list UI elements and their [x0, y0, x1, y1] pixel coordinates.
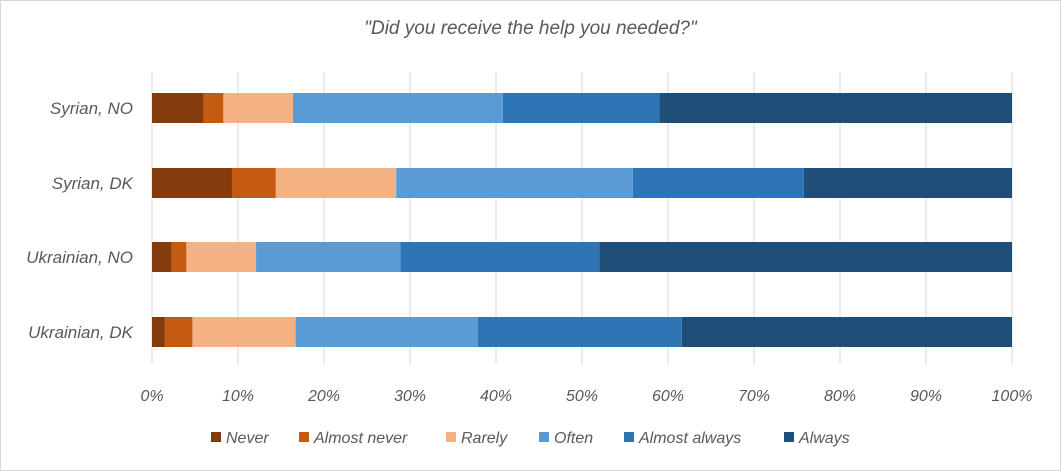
bar-segment	[256, 242, 401, 272]
category-label: Syrian, NO	[50, 99, 133, 118]
x-tick-label: 80%	[824, 388, 856, 405]
x-tick-label: 70%	[738, 388, 770, 405]
bar-segment	[152, 168, 232, 198]
legend-swatch	[539, 432, 549, 442]
bar-segment	[293, 93, 503, 123]
x-tick-label: 30%	[394, 388, 426, 405]
bar-segment	[231, 168, 276, 198]
bar-segment	[502, 93, 660, 123]
bar-segment	[152, 242, 172, 272]
legend-label: Rarely	[461, 430, 508, 447]
chart-title: "Did you receive the help you needed?"	[364, 18, 697, 39]
legend-label: Always	[798, 430, 850, 447]
legend-label: Almost never	[313, 430, 408, 447]
legend-swatch	[211, 432, 221, 442]
legend-swatch	[446, 432, 456, 442]
legend-label: Almost always	[638, 430, 741, 447]
x-tick-label: 50%	[566, 388, 598, 405]
bar-segment	[477, 317, 682, 347]
bar-segment	[803, 168, 1012, 198]
legend-swatch	[784, 432, 794, 442]
bar-segment	[681, 317, 1012, 347]
bar-segment	[171, 242, 187, 272]
x-tick-label: 10%	[222, 388, 254, 405]
bar-segment	[632, 168, 804, 198]
bar-segment	[659, 93, 1012, 123]
bar-segment	[400, 242, 600, 272]
legend-label: Never	[226, 430, 269, 447]
bar-segment	[396, 168, 633, 198]
bar-segment	[599, 242, 1012, 272]
bar-segment	[152, 317, 165, 347]
bar-segment	[295, 317, 478, 347]
x-tick-label: 40%	[480, 388, 512, 405]
legend-swatch	[299, 432, 309, 442]
bar-segment	[203, 93, 224, 123]
x-tick-label: 0%	[140, 388, 163, 405]
category-label: Syrian, DK	[52, 174, 134, 193]
bar-segment	[164, 317, 193, 347]
x-tick-label: 20%	[307, 388, 340, 405]
legend-label: Often	[554, 430, 593, 447]
x-tick-label: 100%	[992, 388, 1033, 405]
bar-segment	[275, 168, 397, 198]
category-label: Ukrainian, NO	[26, 248, 133, 267]
legend-swatch	[624, 432, 634, 442]
bar-segment	[152, 93, 204, 123]
category-label: Ukrainian, DK	[28, 323, 134, 342]
bar-segment	[223, 93, 294, 123]
bar-segment	[192, 317, 296, 347]
x-tick-label: 60%	[652, 388, 684, 405]
bar-segment	[186, 242, 257, 272]
x-tick-label: 90%	[910, 388, 942, 405]
